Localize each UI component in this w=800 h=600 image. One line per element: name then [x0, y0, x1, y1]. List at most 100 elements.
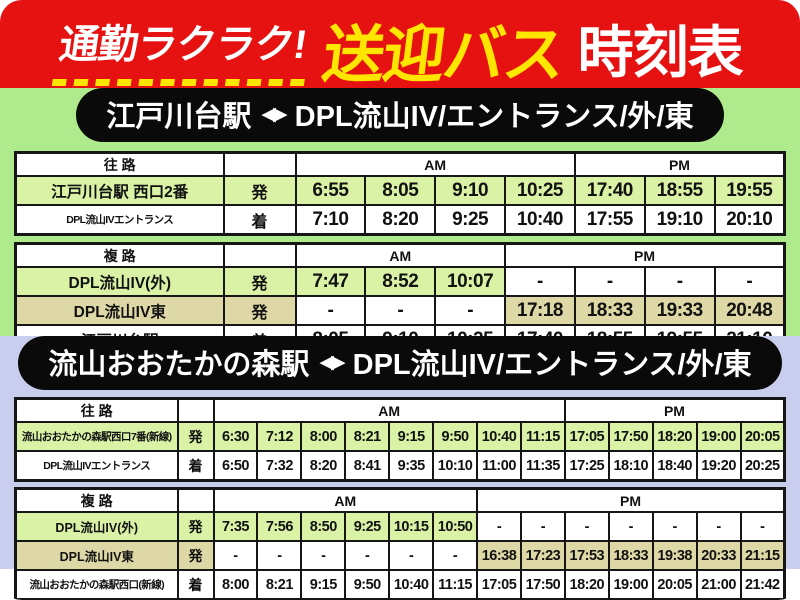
- dep-arr-type: 発: [222, 295, 297, 326]
- time-cell: 10:07: [434, 266, 507, 297]
- time-cell: 10:25: [504, 175, 576, 206]
- time-cell: -: [212, 540, 259, 571]
- time-cell: 8:00: [212, 569, 259, 600]
- timetable-row: DPL流山IV(外) 発 7:47 8:52 10:07- - - -: [14, 266, 786, 297]
- time-cell: 17:40: [573, 175, 646, 206]
- time-cell: 20:05: [739, 421, 786, 452]
- time-cell: 10:40: [504, 204, 576, 236]
- corner-cell: [176, 487, 215, 513]
- time-cell: 16:38: [476, 540, 522, 571]
- dep-arr-type: 発: [222, 175, 297, 206]
- time-cell: 7:47: [294, 266, 367, 297]
- time-cell: 18:20: [563, 569, 610, 600]
- time-cell: -: [573, 266, 646, 297]
- time-cell: 18:33: [607, 540, 654, 571]
- time-cell: 10:15: [388, 511, 435, 542]
- stop-name: DPL流山IV(外): [14, 266, 225, 297]
- title-timetable: 時刻表: [577, 21, 744, 84]
- time-cell: 8:00: [300, 421, 347, 452]
- time-cell: 8:21: [344, 421, 391, 452]
- route-destination: DPL流山IV/エントランス/外/東: [294, 101, 694, 133]
- time-cell: 7:56: [256, 511, 303, 542]
- stop-name: 江戸川台駅 西口2番: [14, 175, 225, 206]
- time-cell: 11:15: [519, 421, 566, 452]
- time-cell: 17:05: [476, 569, 522, 600]
- time-cell: 9:25: [434, 204, 507, 236]
- dep-arr-type: 発: [176, 511, 215, 542]
- time-cell: 11:15: [432, 569, 479, 600]
- route-arrows-icon: ◀▶: [261, 103, 287, 125]
- time-cell: 11:35: [519, 450, 566, 482]
- title-shuttle-bus: 送迎バス: [318, 20, 568, 90]
- time-cell: 20:05: [651, 569, 698, 600]
- time-cell: 21:42: [739, 569, 786, 600]
- time-cell: 17:50: [607, 421, 654, 452]
- time-cell: -: [256, 540, 303, 571]
- route-banner-edogawadai: 江戸川台駅 ◀▶ DPL流山IV/エントランス/外/東: [76, 88, 724, 142]
- direction-header: 往 路: [14, 151, 225, 177]
- time-cell: -: [294, 295, 367, 326]
- time-cell: 19:10: [643, 204, 716, 236]
- time-cell: 18:55: [643, 175, 716, 206]
- time-cell: 9:50: [344, 569, 391, 600]
- time-cell: 21:15: [739, 540, 786, 571]
- time-cell: -: [432, 540, 479, 571]
- section-edogawadai: 江戸川台駅 ◀▶ DPL流山IV/エントランス/外/東 往 路 AM PM 江戸川台駅…: [0, 88, 800, 358]
- outbound-timetable-container: 往 路 AM PM 江戸川台駅 西口2番発 6:55 8:05 9:10 10:25 17:40…: [14, 151, 786, 236]
- timetable: 複 路 AM PM DPL流山IV(外) 発 7:35 7:56 8:50 9:25 10:15 1…: [14, 487, 786, 600]
- timetable-row: 江戸川台駅 西口2番発 6:55 8:05 9:10 10:25 17:40 18:55 19…: [14, 175, 786, 206]
- timetable-row: DPL流山IV東発 - - -17:18 18:33 19:33 20:48: [14, 295, 786, 326]
- time-cell: 19:20: [695, 450, 742, 482]
- time-cell: 8:05: [364, 175, 437, 206]
- stop-name: DPL流山IVエントランス: [14, 450, 179, 482]
- time-cell: 8:50: [300, 511, 347, 542]
- time-cell: 8:52: [364, 266, 437, 297]
- time-cell: 10:40: [476, 421, 522, 452]
- time-cell: -: [651, 511, 698, 542]
- corner-cell: [222, 151, 297, 177]
- time-cell: 17:25: [563, 450, 610, 482]
- time-cell: 10:40: [388, 569, 435, 600]
- pm-header: PM: [476, 487, 786, 513]
- am-header: AM: [294, 151, 576, 177]
- timetable-row: 流山おおたかの森駅西口7番(新線) 発 6:30 7:12 8:00 8:21 9:15 9:…: [14, 421, 786, 452]
- time-cell: 19:00: [695, 421, 742, 452]
- timetable-row: DPL流山IV東発 - - - - - -16:38 17:23 17:53 18:33 19:38…: [14, 540, 786, 571]
- dep-arr-type: 発: [176, 421, 215, 452]
- time-cell: -: [519, 511, 566, 542]
- time-cell: 18:10: [607, 450, 654, 482]
- time-cell: 17:50: [519, 569, 566, 600]
- dep-arr-type: 着: [222, 204, 297, 236]
- stop-name: DPL流山IV(外): [14, 511, 179, 542]
- time-cell: 9:10: [434, 175, 507, 206]
- time-cell: 17:18: [504, 295, 576, 326]
- route-banner-otakanomori: 流山おおたかの森駅 ◀▶ DPL流山IV/エントランス/外/東: [18, 336, 782, 390]
- outbound-timetable-container: 往 路 AM PM 流山おおたかの森駅西口7番(新線) 発 6:30 7:12 8:00 8:2…: [14, 397, 786, 482]
- time-cell: 17:55: [573, 204, 646, 236]
- time-cell: 7:35: [212, 511, 259, 542]
- time-cell: 9:35: [388, 450, 435, 482]
- time-cell: 9:15: [388, 421, 435, 452]
- time-cell: -: [739, 511, 786, 542]
- time-cell: 7:32: [256, 450, 303, 482]
- route-origin: 流山おおたかの森駅: [48, 349, 310, 381]
- route-arrows-icon: ◀▶: [319, 351, 345, 373]
- time-cell: 19:33: [643, 295, 716, 326]
- time-cell: -: [713, 266, 786, 297]
- time-cell: 17:53: [563, 540, 610, 571]
- time-cell: 18:20: [651, 421, 698, 452]
- title-catchphrase: 通勤ラクラク!: [52, 11, 315, 86]
- time-cell: 19:38: [651, 540, 698, 571]
- time-cell: 19:00: [607, 569, 654, 600]
- timetable-row: DPL流山IV(外) 発 7:35 7:56 8:50 9:25 10:15 10:50- - -…: [14, 511, 786, 542]
- time-cell: 11:00: [476, 450, 522, 482]
- section-otakanomori: 流山おおたかの森駅 ◀▶ DPL流山IV/エントランス/外/東 往 路 AM PM 流…: [0, 336, 800, 600]
- time-cell: -: [476, 511, 522, 542]
- time-cell: 8:41: [344, 450, 391, 482]
- time-cell: 21:00: [695, 569, 742, 600]
- direction-header: 往 路: [14, 397, 179, 423]
- time-cell: 20:25: [739, 450, 786, 482]
- stop-name: DPL流山IV東: [14, 295, 225, 326]
- time-cell: 9:15: [300, 569, 347, 600]
